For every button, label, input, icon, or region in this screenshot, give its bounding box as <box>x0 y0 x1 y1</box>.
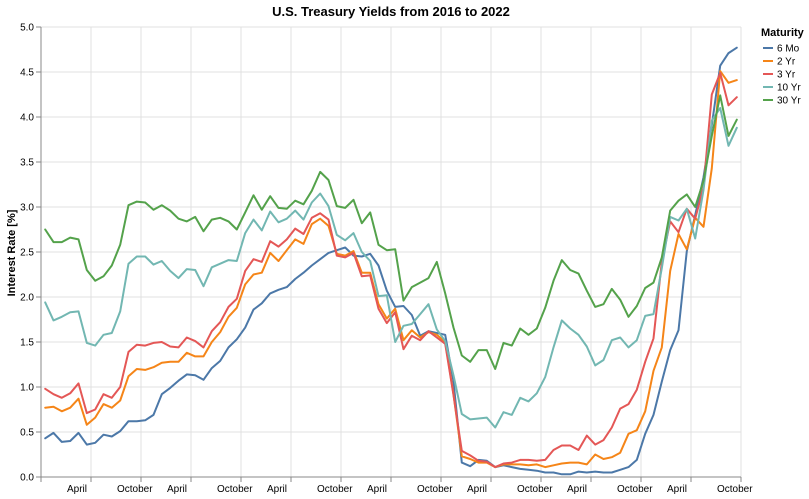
x-tick-label: April <box>567 484 587 495</box>
legend-label: 3 Yr <box>777 70 796 81</box>
y-tick-label: 2.0 <box>20 293 34 304</box>
y-tick-label: 5.0 <box>20 23 34 34</box>
x-axis: April October April October April October Apri… <box>40 476 753 495</box>
y-tick-label: 2.5 <box>20 248 34 259</box>
y-tick-label: 0.0 <box>20 473 34 484</box>
legend-item-2-yr[interactable]: 2 Yr <box>763 57 796 68</box>
chart-title: U.S. Treasury Yields from 2016 to 2022 <box>272 4 510 19</box>
x-tick-label: April <box>167 484 187 495</box>
y-tick-label: 0.5 <box>20 428 34 439</box>
legend-item-6-mo[interactable]: 6 Mo <box>763 44 800 55</box>
x-tick-label: April <box>67 484 87 495</box>
y-tick-label: 1.5 <box>20 338 34 349</box>
series-line-6-mo[interactable] <box>44 46 738 476</box>
x-tick-label: October <box>517 484 553 495</box>
y-axis: 0.0 0.5 1.0 1.5 2.0 2.5 3.0 3.5 4.0 4.5 5.0 <box>20 23 42 484</box>
x-tick-label: April <box>367 484 387 495</box>
y-tick-label: 3.5 <box>20 158 34 169</box>
x-tick-label: October <box>217 484 253 495</box>
y-tick-label: 4.0 <box>20 113 34 124</box>
legend-item-3-yr[interactable]: 3 Yr <box>763 70 796 81</box>
legend-title: Maturity <box>761 27 805 39</box>
x-tick-label: April <box>667 484 687 495</box>
x-tick-label: April <box>467 484 487 495</box>
legend-label: 2 Yr <box>777 57 796 68</box>
legend-label: 10 Yr <box>777 83 801 94</box>
series-lines <box>44 46 738 476</box>
x-tick-label: October <box>317 484 353 495</box>
grid <box>40 26 742 478</box>
x-tick-label: October <box>417 484 453 495</box>
legend-item-30-yr[interactable]: 30 Yr <box>763 96 801 107</box>
x-tick-label: October <box>617 484 653 495</box>
legend[interactable]: Maturity 6 Mo 2 Yr 3 Yr 10 Yr 30 Yr <box>761 27 805 107</box>
series-line-10-yr[interactable] <box>44 107 738 429</box>
legend-label: 6 Mo <box>777 44 800 55</box>
x-tick-label: April <box>267 484 287 495</box>
y-axis-label: Interest Rate [%] <box>6 209 18 296</box>
legend-item-10-yr[interactable]: 10 Yr <box>763 83 801 94</box>
x-tick-label: October <box>117 484 153 495</box>
y-tick-label: 4.5 <box>20 68 34 79</box>
y-tick-label: 1.0 <box>20 383 34 394</box>
legend-label: 30 Yr <box>777 96 801 107</box>
x-tick-label: October <box>717 484 753 495</box>
series-line-30-yr[interactable] <box>44 94 738 370</box>
y-tick-label: 3.0 <box>20 203 34 214</box>
